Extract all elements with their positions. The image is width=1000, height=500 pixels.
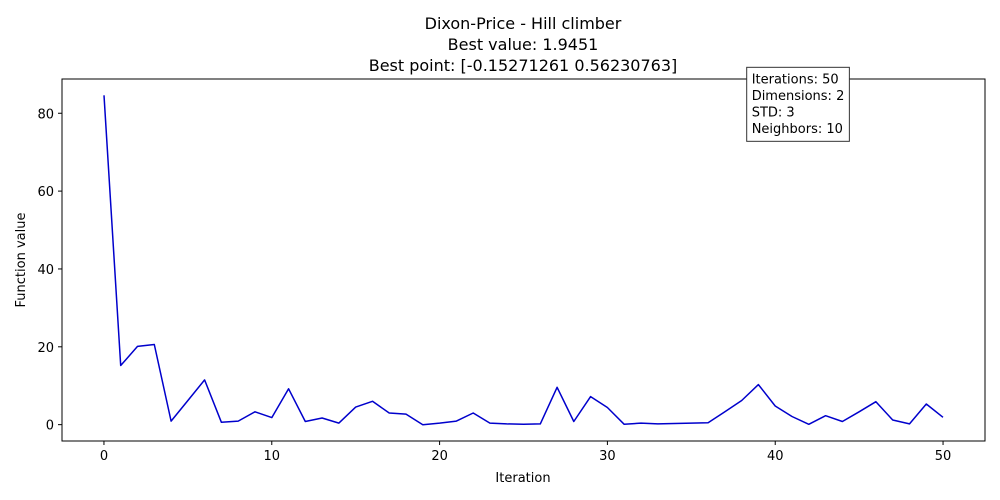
- series-line: [103, 95, 944, 426]
- info-dimensions: Dimensions: 2: [752, 89, 845, 104]
- x-tick-label: 30: [599, 449, 616, 464]
- x-axis-label: Iteration: [495, 471, 550, 486]
- chart-subtitle-best-point: Best point: [-0.15271261 0.56230763]: [369, 56, 678, 75]
- chart-subtitle-best-value: Best value: 1.9451: [448, 35, 599, 54]
- y-tick-label: 80: [37, 107, 54, 122]
- x-tick-label: 10: [263, 449, 280, 464]
- y-axis-label: Function value: [14, 213, 29, 308]
- x-tick-label: 0: [100, 449, 108, 464]
- y-tick-label: 40: [37, 263, 54, 278]
- info-box-frame: [746, 66, 850, 142]
- series-layer: [103, 95, 944, 426]
- info-neighbors: Neighbors: 10: [752, 122, 843, 137]
- x-tick-label: 20: [431, 449, 448, 464]
- y-tick-label: 20: [37, 341, 54, 356]
- y-tick-label: 60: [37, 185, 54, 200]
- info-box: Iterations: 50 Dimensions: 2 STD: 3 Neig…: [746, 66, 850, 142]
- x-axis: 0 10 20 30 40 50: [100, 441, 952, 464]
- y-axis: 0 20 40 60 80: [37, 107, 62, 434]
- x-tick-label: 50: [935, 449, 952, 464]
- info-std: STD: 3: [752, 105, 795, 120]
- x-tick-label: 40: [767, 449, 784, 464]
- plot-area: [61, 78, 986, 442]
- y-tick-label: 0: [46, 419, 54, 434]
- info-iterations: Iterations: 50: [752, 72, 839, 87]
- chart-title: Dixon-Price - Hill climber: [425, 14, 622, 33]
